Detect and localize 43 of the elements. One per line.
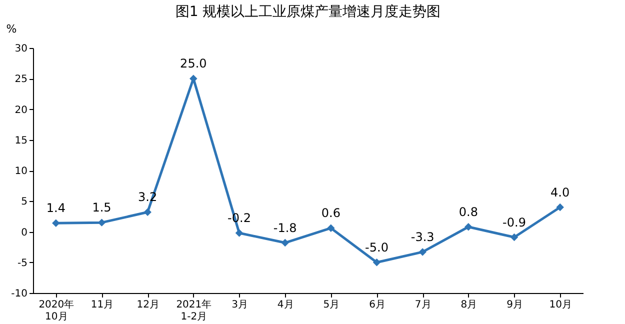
data-label: -3.3 [410, 230, 434, 244]
x-tick-label: 9月 [506, 300, 523, 310]
point [281, 238, 289, 247]
chart-title: 图1 规模以上工业原煤产量增速月度走势图 [175, 4, 441, 20]
y-tick-label: 0 [21, 227, 28, 238]
point [372, 258, 381, 266]
x-tick-label: 7月 [414, 300, 432, 310]
data-label: 4.0 [550, 185, 570, 200]
point [510, 233, 518, 242]
point [556, 203, 564, 212]
x-tick-label: 3月 [232, 300, 248, 310]
point [327, 224, 335, 232]
x-tick-label: 2021年 1-2月 [176, 298, 212, 322]
y-tick-label: 25 [14, 74, 28, 86]
point [52, 219, 60, 228]
data-label: 0.6 [321, 206, 340, 220]
x-tick-label: 11月 [90, 300, 114, 310]
data-label: 0.8 [458, 204, 478, 219]
y-tick-label: -10 [11, 288, 28, 300]
x-tick-label: 4月 [277, 300, 294, 310]
y-tick-label: 15 [14, 135, 28, 146]
point [235, 229, 244, 237]
x-tick-label: 2020年 10月 [38, 298, 74, 322]
y-tick-label: 30 [14, 44, 28, 54]
data-label: -1.8 [273, 220, 297, 235]
data-label: -0.9 [502, 215, 526, 230]
x-tick-label: 6月 [369, 300, 386, 310]
x-tick-label: 5月 [323, 300, 340, 310]
point [418, 248, 426, 256]
data-label: -5.0 [365, 240, 388, 254]
y-tick-label: 20 [14, 104, 28, 116]
data-label: 1.4 [46, 201, 66, 216]
data-label: 25.0 [180, 56, 207, 71]
y-tick-label: 5 [21, 196, 28, 208]
y-tick-label: 10 [14, 166, 28, 177]
data-label: 1.5 [92, 200, 112, 215]
y-tick-label: -5 [18, 258, 28, 269]
point [464, 222, 472, 231]
y-axis-title: % [6, 22, 17, 36]
x-tick-label: 10月 [549, 300, 572, 310]
x-tick-label: 8月 [460, 300, 478, 310]
x-tick-label: 12月 [136, 300, 160, 310]
point [144, 208, 152, 216]
